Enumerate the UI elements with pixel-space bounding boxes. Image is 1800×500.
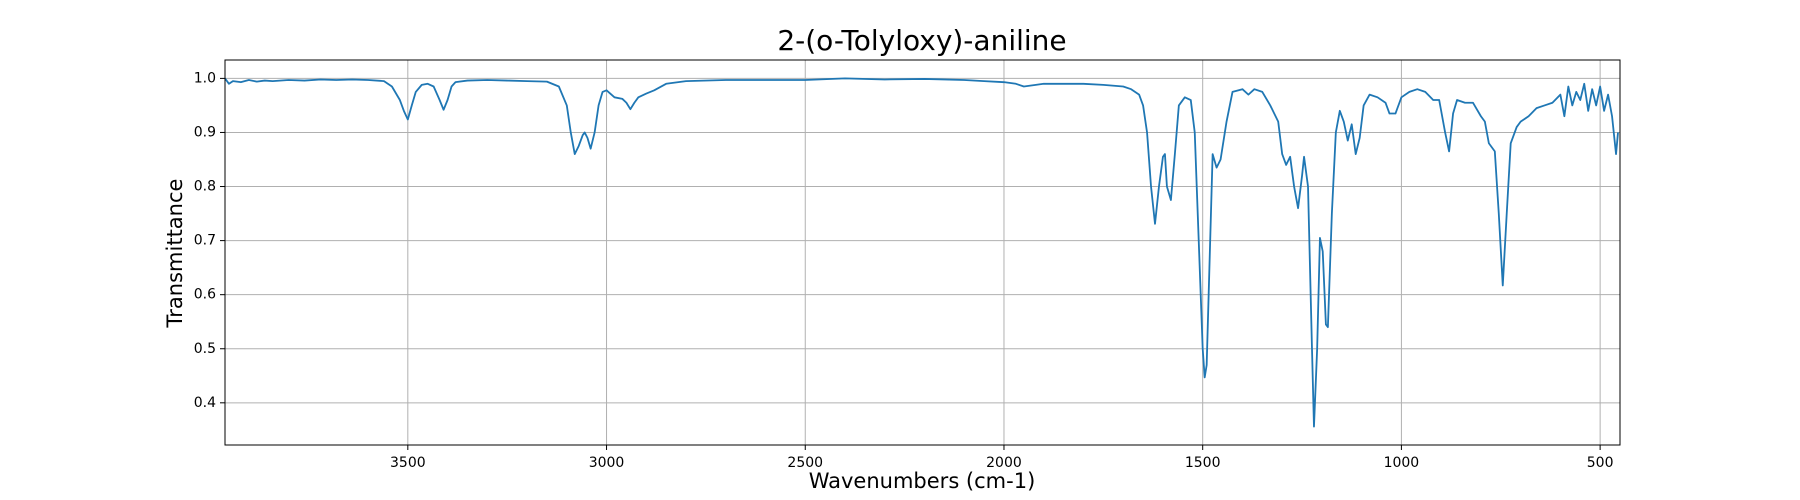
x-tick-label: 3500 xyxy=(390,455,426,471)
x-tick-label: 1000 xyxy=(1384,455,1420,471)
y-tick-label: 0.9 xyxy=(194,124,216,140)
spectrum-line xyxy=(224,77,1619,428)
chart-title: 2-(o-Tolyloxy)-aniline xyxy=(777,24,1066,57)
x-tick-label: 3000 xyxy=(589,455,625,471)
y-tick-label: 0.8 xyxy=(194,179,216,195)
y-tick-label: 0.7 xyxy=(194,233,216,249)
plot-frame xyxy=(224,59,1621,446)
y-tick-label: 0.4 xyxy=(194,395,216,411)
x-tick-label: 500 xyxy=(1587,455,1614,471)
y-axis-label: Transmittance xyxy=(163,179,187,329)
x-tick-label: 2500 xyxy=(787,455,823,471)
x-tick-label: 1500 xyxy=(1185,455,1221,471)
x-tick-label: 2000 xyxy=(986,455,1022,471)
x-axis-label: Wavenumbers (cm-1) xyxy=(809,469,1036,493)
y-tick-label: 1.0 xyxy=(194,70,216,86)
y-tick-label: 0.6 xyxy=(194,287,216,303)
y-tick-label: 0.5 xyxy=(194,341,216,357)
